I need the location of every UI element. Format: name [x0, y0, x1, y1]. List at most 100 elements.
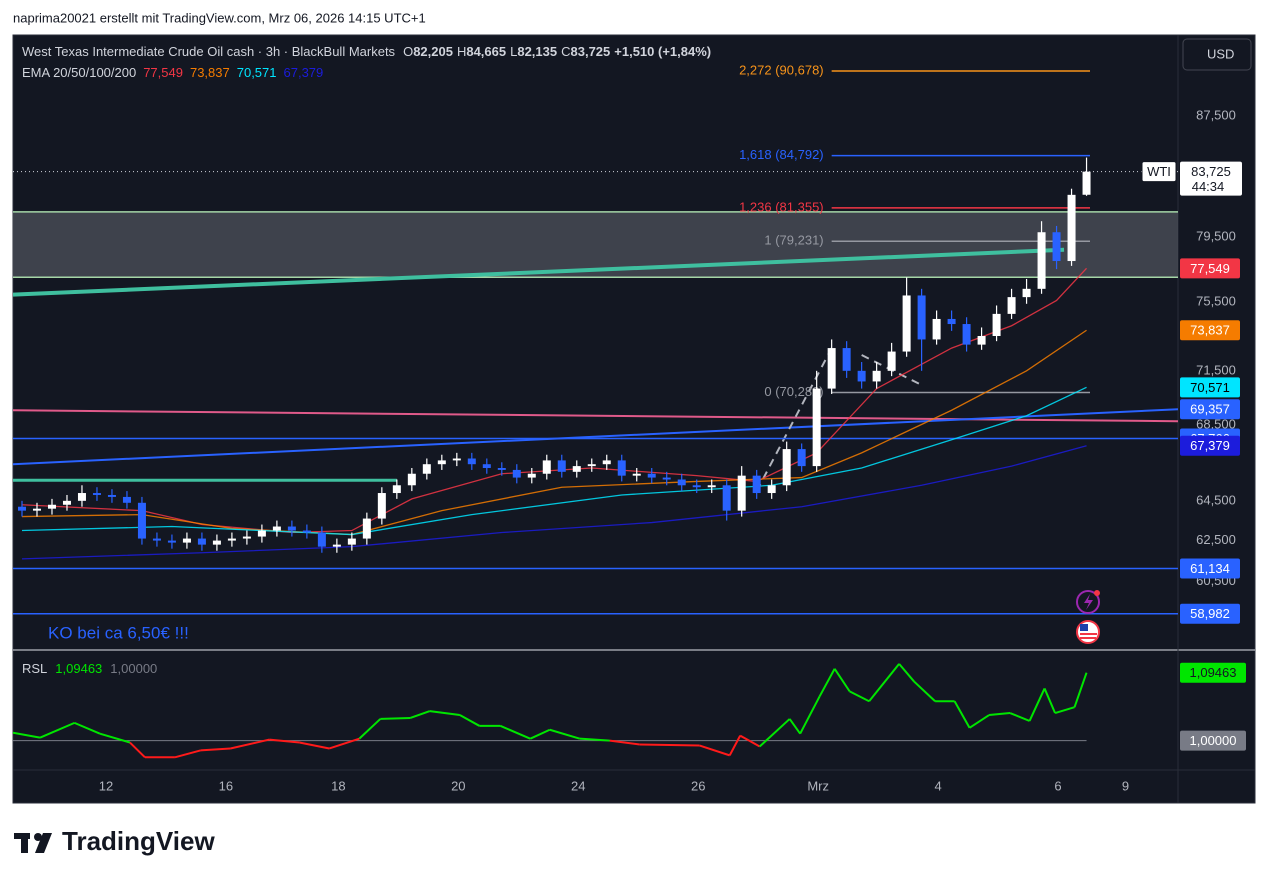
- trend-line: [13, 409, 1178, 423]
- candle-body: [557, 460, 566, 472]
- rsl-segment: [358, 718, 382, 740]
- trend-line: [13, 247, 1065, 297]
- price-badge: [1180, 558, 1240, 579]
- candle-body: [1052, 232, 1061, 262]
- rsl-badge-label: 1,09463: [1190, 665, 1237, 680]
- candle-body: [692, 485, 701, 488]
- y-tick-label: 75,500: [1196, 294, 1236, 309]
- candle-body: [932, 318, 941, 340]
- x-tick-label: 4: [934, 778, 941, 793]
- rsl-segment: [1028, 688, 1046, 722]
- candle-body: [257, 530, 266, 537]
- main-plot: 2,272 (90,678) 1,618 (84,792) 1,236 (81,35…: [13, 62, 1178, 615]
- x-tick-label: 18: [331, 778, 345, 793]
- candle-body: [107, 494, 116, 497]
- rsl-segment: [200, 747, 231, 752]
- zone: [13, 211, 1178, 278]
- rsl-segment: [699, 744, 731, 757]
- rsl-segment: [129, 741, 146, 759]
- rsl-segment: [230, 738, 270, 750]
- price-badge: [1180, 435, 1240, 456]
- candle-body: [662, 477, 671, 480]
- rsl-segment: [833, 668, 851, 692]
- candle-body: [857, 370, 866, 382]
- candle-body: [47, 504, 56, 509]
- candle-body: [947, 318, 956, 325]
- rsl-segment: [953, 700, 971, 729]
- rsl-segment: [74, 721, 101, 735]
- rsl-segment: [639, 743, 700, 747]
- alert-icon: [1076, 590, 1100, 614]
- candle-body: [317, 532, 326, 547]
- rsl-segment: [39, 721, 75, 739]
- candle-body: [392, 485, 401, 494]
- ema-line: [21, 445, 1087, 560]
- candle-body: [182, 538, 191, 543]
- price-badge-label: 61,134: [1190, 561, 1230, 576]
- currency-button[interactable]: [1182, 38, 1252, 71]
- candle-body: [332, 544, 341, 547]
- indicator-legend: EMA 20/50/100/200 77,549 73,837 70,571 67,37…: [22, 65, 323, 80]
- rsl-segment: [429, 710, 460, 717]
- indicator-value: 77,549: [143, 65, 183, 80]
- fib-label: 1 (79,231): [764, 233, 823, 248]
- rsl-segment: [728, 735, 742, 756]
- candle-body: [347, 538, 356, 545]
- symbol-badge: [1141, 161, 1177, 183]
- candle-body: [407, 473, 416, 486]
- annotation: KO bei ca 6,50€ !!!: [48, 623, 189, 642]
- candle-body: [452, 458, 461, 461]
- candle-body: [1067, 194, 1076, 262]
- candle-body: [197, 538, 206, 545]
- rsl-badge: [1180, 662, 1246, 683]
- rsl-segment: [13, 731, 41, 739]
- rsl-segment: [529, 728, 551, 740]
- candle-body: [677, 479, 686, 486]
- y-tick-label: 62,500: [1196, 532, 1236, 547]
- candle-body: [1022, 288, 1031, 298]
- candle-body: [752, 475, 761, 494]
- x-tick-label: 16: [219, 778, 233, 793]
- candle-body: [17, 506, 26, 511]
- indicator-value: 70,571: [237, 65, 277, 80]
- candle-body: [707, 485, 716, 488]
- rsl-segment: [799, 695, 821, 735]
- candle-body: [242, 536, 251, 539]
- rsl-segment: [299, 741, 330, 750]
- rsl-segment: [499, 724, 531, 740]
- rsl-segment: [788, 718, 801, 735]
- indicator-value: 67,379: [284, 65, 324, 80]
- y-tick-label: 79,500: [1196, 228, 1236, 243]
- ohlc-value: 82,205: [413, 44, 453, 59]
- candle-body: [227, 538, 236, 541]
- brand: TradingView: [62, 826, 215, 856]
- flag-icon: [1076, 620, 1100, 644]
- candle-body: [587, 464, 596, 467]
- rsl-reference: 1,00000: [110, 661, 157, 676]
- candle-body: [977, 336, 986, 345]
- x-tick-label: 26: [691, 778, 705, 793]
- rsl-segment: [459, 714, 480, 727]
- candle-body: [422, 464, 431, 474]
- change: +1,510 (+1,84%): [614, 44, 711, 59]
- currency[interactable]: USD: [1207, 46, 1234, 61]
- candle-body: [887, 351, 896, 371]
- candle-body: [122, 496, 131, 503]
- rsl-legend: RSL 1,09463 1,00000: [22, 661, 157, 676]
- last-price-badge: [1180, 161, 1242, 196]
- overlay: 87,500 79,500 75,500 71,500 68,500 64,500 62,5…: [22, 44, 1246, 793]
- price-badge-label: 77,549: [1190, 261, 1230, 276]
- candle-body: [167, 540, 176, 543]
- indicator-title: EMA 20/50/100/200: [22, 65, 136, 80]
- candle-body: [377, 493, 386, 519]
- price-badge-label: 70,571: [1190, 380, 1230, 395]
- rsl-segment: [609, 739, 640, 746]
- fib-label: 1,236 (81,355): [739, 199, 824, 214]
- fib-label: 1,618 (84,792): [739, 147, 824, 162]
- candle-body: [842, 348, 851, 371]
- candle-body: [647, 473, 656, 478]
- x-tick-label: Mrz: [807, 778, 829, 793]
- price-badge-label: 58,982: [1190, 606, 1230, 621]
- rsl-segment: [329, 737, 360, 750]
- candle-body: [902, 295, 911, 352]
